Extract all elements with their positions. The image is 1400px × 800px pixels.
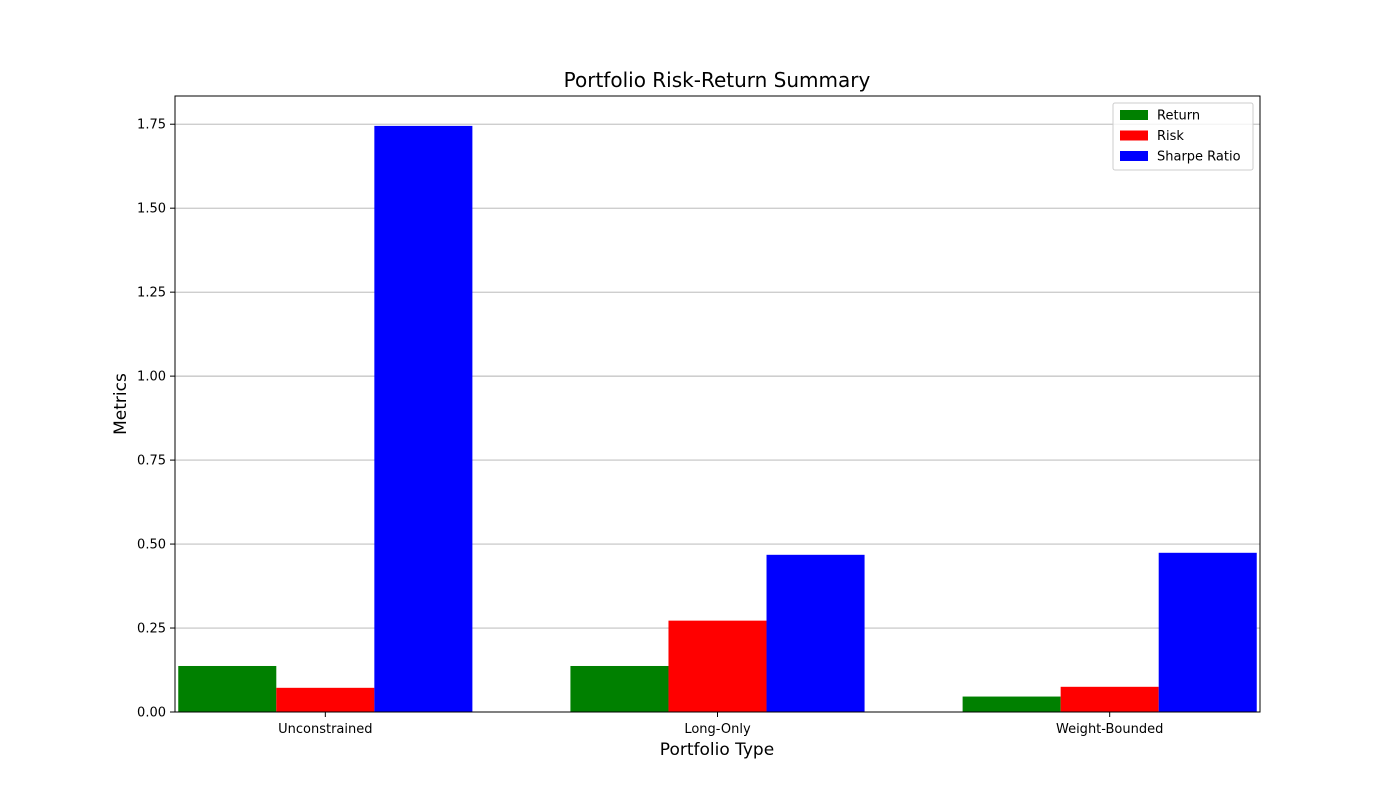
bar-return-unconstrained [178,665,277,712]
bar-sharpe-ratio-long-only [766,554,865,712]
chart-title: Portfolio Risk-Return Summary [564,68,871,92]
x-tick-label: Weight-Bounded [1056,722,1163,737]
bar-return-long-only [570,665,669,712]
x-axis-label: Portfolio Type [660,740,774,760]
legend-label: Risk [1157,129,1184,144]
x-tick-label: Long-Only [684,722,751,737]
y-tick-label: 0.25 [137,622,166,637]
legend-swatch [1120,130,1148,141]
y-tick-label: 1.50 [137,202,166,217]
bar-risk-weight-bounded [1060,686,1159,712]
y-tick-label: 0.75 [137,454,166,469]
y-axis-label: Metrics [111,373,131,435]
legend-label: Return [1157,109,1200,124]
x-tick-label: Unconstrained [278,722,372,737]
y-tick-label: 1.25 [137,286,166,301]
y-tick-label: 1.00 [137,370,166,385]
bar-risk-unconstrained [276,687,375,712]
grid-lines [175,123,1260,713]
legend: Return Risk Sharpe Ratio [1112,102,1254,171]
bar-sharpe-ratio-weight-bounded [1158,552,1257,712]
y-tick-label: 0.00 [137,706,166,721]
x-ticks: Unconstrained Long-Only Weight-Bounded [278,712,1163,737]
y-ticks: 0.00 0.25 0.50 0.75 1.00 1.25 1.50 1.75 [137,118,175,721]
legend-swatch [1120,110,1148,120]
bar-risk-long-only [668,620,767,712]
plot-frame [174,95,1261,713]
legend-label: Sharpe Ratio [1157,150,1241,165]
bar-return-weight-bounded [962,696,1061,712]
legend-swatch [1120,151,1148,161]
y-tick-label: 0.50 [137,538,166,553]
bars [178,125,1257,712]
y-tick-label: 1.75 [137,118,166,133]
bar-sharpe-ratio-unconstrained [374,125,473,712]
